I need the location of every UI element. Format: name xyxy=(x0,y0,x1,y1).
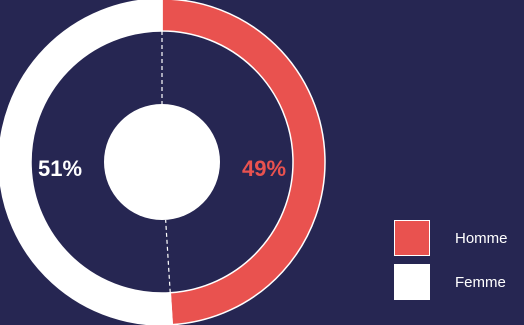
data-label-homme: 49% xyxy=(242,156,287,181)
donut-center-disc xyxy=(104,104,220,220)
donut-slice-homme xyxy=(161,0,326,325)
legend-label-homme: Homme xyxy=(455,230,508,247)
legend-swatch-femme xyxy=(394,264,430,300)
donut-slice-femme xyxy=(0,0,174,325)
legend-label-femme: Femme xyxy=(455,274,506,291)
slice-divider-1 xyxy=(165,219,171,293)
data-label-femme: 51% xyxy=(38,156,83,181)
legend-swatch-homme xyxy=(394,220,430,256)
